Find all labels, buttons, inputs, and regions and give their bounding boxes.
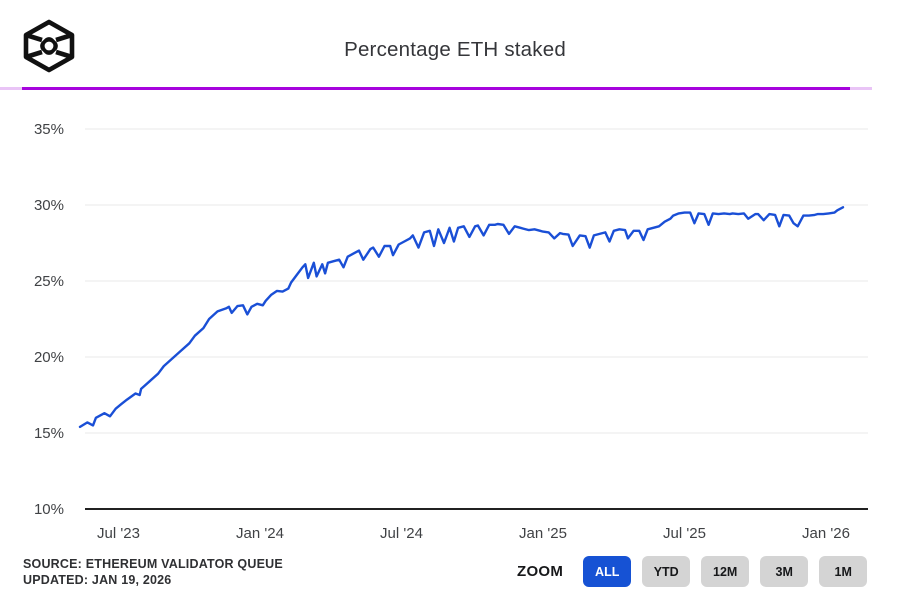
source-line: SOURCE: ETHEREUM VALIDATOR QUEUE [23,557,283,571]
zoom-button-3m[interactable]: 3M [760,556,809,587]
y-tick-label: 30% [34,197,64,214]
x-tick-label: Jul '24 [380,525,423,542]
zoom-label: ZOOM [517,563,564,580]
zoom-button-12m[interactable]: 12M [701,556,750,587]
cube-logo-icon [23,19,75,73]
y-tick-label: 10% [34,501,64,518]
x-tick-label: Jan '25 [519,525,567,542]
x-tick-label: Jul '25 [663,525,706,542]
x-tick-label: Jan '24 [236,525,284,542]
zoom-controls: ZOOM ALL YTD 12M 3M 1M [517,556,868,587]
accent-divider [0,87,910,90]
page-title: Percentage ETH staked [344,38,566,61]
y-tick-label: 15% [34,425,64,442]
updated-line: UPDATED: JAN 19, 2026 [23,573,172,587]
y-tick-label: 20% [34,349,64,366]
y-tick-label: 25% [34,273,64,290]
y-tick-label: 35% [34,121,64,138]
x-tick-label: Jul '23 [97,525,140,542]
x-tick-label: Jan '26 [802,525,850,542]
eth-staked-series-line [78,206,845,429]
zoom-button-all[interactable]: ALL [583,556,632,587]
source-attribution: SOURCE: ETHEREUM VALIDATOR QUEUE UPDATED… [23,556,283,588]
zoom-button-1m[interactable]: 1M [819,556,868,587]
zoom-button-ytd[interactable]: YTD [642,556,691,587]
